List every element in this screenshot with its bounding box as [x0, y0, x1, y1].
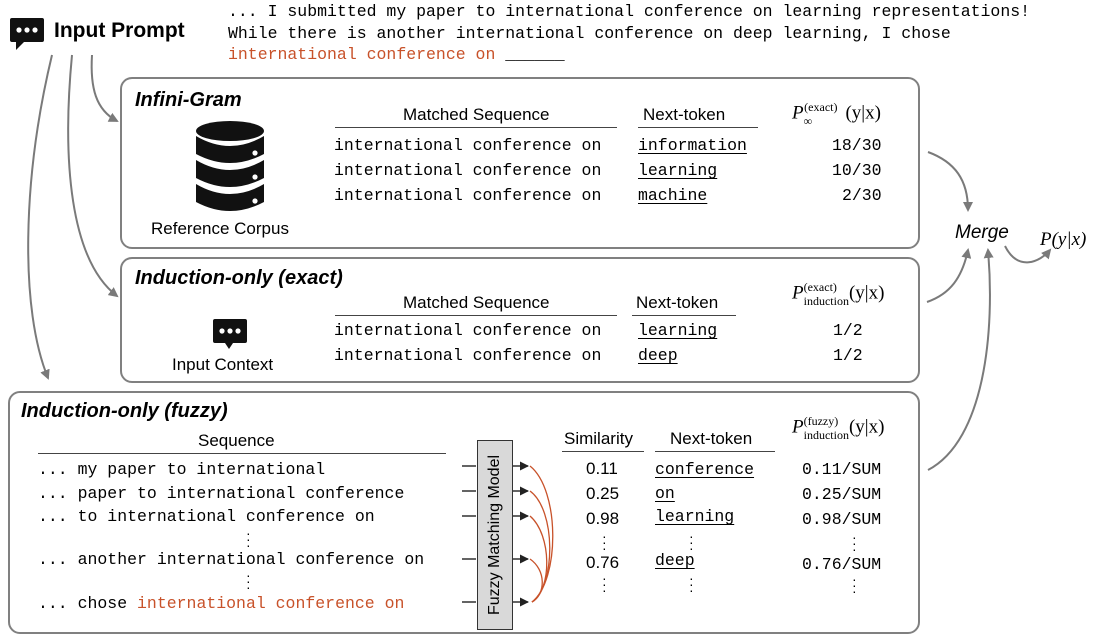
fuzzy-col-next-token: Next-token [670, 429, 753, 448]
induction-fuzzy-panel [8, 391, 920, 634]
arrow-prompt-to-infini [90, 54, 119, 122]
induction-exact-title: Induction-only (exact) [135, 267, 343, 289]
exact-next-rule [632, 315, 736, 316]
arrow-prompt-to-fuzzy [27, 54, 53, 380]
infini-gram-panel [120, 77, 920, 249]
fuzzy-row-3-prob: 0.98/SUM [802, 510, 882, 529]
fuzzy-row-4-seq: ... another international conference on [38, 550, 425, 569]
exact-row-1-prob: 1/2 [833, 321, 863, 340]
infini-row-3-prob: 2/30 [842, 186, 882, 205]
fuzzy-row-2-next: on [655, 484, 675, 503]
infini-row-3-next: machine [638, 186, 708, 205]
similarity-curves [529, 465, 554, 603]
fuzzy-next-ellipsis-2: · · · [689, 570, 694, 598]
prompt-blank: ______ [505, 45, 565, 64]
merge-label: Merge [955, 222, 1009, 243]
arrow-exact-to-merge [926, 248, 972, 303]
fuzzy-row-1-seq: ... my paper to international [38, 460, 326, 479]
fuzzy-matching-model-box: Fuzzy Matching Model [477, 440, 513, 630]
exact-row-2-prob: 1/2 [833, 346, 863, 365]
fuzzy-row-3-seq: ... to international conference on [38, 507, 375, 526]
exact-row-2-seq: international conference on [334, 346, 602, 365]
prompt-line-2: While there is another international con… [228, 24, 951, 43]
infini-seq-rule [335, 127, 617, 128]
fuzzy-row-3-next: learning [655, 507, 735, 526]
fuzzy-row-1-sim: 0.11 [586, 459, 618, 478]
fuzzy-row-2-prob: 0.25/SUM [802, 485, 882, 504]
exact-row-2-next: deep [638, 346, 678, 365]
fuzzy-sim-rule [562, 451, 644, 452]
fuzzy-next-ellipsis-1: · · · [689, 528, 694, 556]
induction-exact-panel [120, 257, 920, 383]
arrow-prompt-to-exact [67, 54, 119, 298]
fuzzy-row-5-highlight: international conference on [137, 594, 405, 613]
infini-col-next-token: Next-token [643, 105, 726, 124]
exact-col-matched-sequence: Matched Sequence [403, 293, 550, 312]
fuzzy-row-3-sim: 0.98 [586, 509, 620, 528]
infini-row-2-next: learning [638, 161, 718, 180]
exact-row-1-next: learning [638, 321, 718, 340]
arrow-infini-to-merge [927, 151, 973, 212]
infini-gram-title: Infini-Gram [135, 89, 242, 111]
infini-row-2-seq: international conference on [334, 161, 602, 180]
fuzzy-prob-ellipsis-2: · · · [852, 571, 857, 599]
fuzzy-row-2-seq: ... paper to international conference [38, 484, 405, 503]
induction-fuzzy-title: Induction-only (fuzzy) [21, 400, 228, 422]
infini-col-matched-sequence: Matched Sequence [403, 105, 550, 124]
infini-row-1-seq: international conference on [334, 136, 602, 155]
fuzzy-seq-rule [38, 453, 446, 454]
arrow-merge-to-output [1004, 245, 1052, 264]
p-induction-exact-header: P (exact) induction (y|x) [792, 280, 885, 308]
infini-row-1-prob: 18/30 [832, 136, 882, 155]
fuzzy-seq-ellipsis-1: · · · [246, 525, 251, 553]
fuzzy-row-2-sim: 0.25 [586, 484, 620, 503]
arrow-fuzzy-to-merge [927, 248, 994, 471]
chat-bubble-icon [213, 319, 247, 349]
fuzzy-col-sequence: Sequence [198, 431, 275, 450]
fuzzy-row-4-sim: 0.76 [586, 553, 620, 572]
fuzzy-sim-ellipsis-1: · · · [602, 528, 607, 556]
final-probability: P(y|x) [1040, 229, 1087, 250]
chat-bubble-icon [10, 18, 44, 50]
infini-row-1-next: information [638, 136, 747, 155]
fuzzy-col-similarity: Similarity [564, 429, 633, 448]
prompt-highlight: international conference on [228, 45, 496, 64]
infini-row-3-seq: international conference on [334, 186, 602, 205]
input-prompt-label: Input Prompt [54, 19, 185, 42]
prompt-line-3: international conference on ______ [228, 45, 565, 64]
exact-seq-rule [335, 315, 617, 316]
p-induction-fuzzy-header: P (fuzzy) induction (y|x) [792, 414, 885, 442]
fuzzy-prob-ellipsis-1: · · · [852, 529, 857, 557]
prompt-line-1: ... I submitted my paper to internationa… [228, 2, 1031, 21]
fuzzy-row-4-next: deep [655, 551, 695, 570]
fuzzy-next-rule [655, 451, 775, 452]
fuzzy-row-4-prob: 0.76/SUM [802, 555, 882, 574]
exact-row-1-seq: international conference on [334, 321, 602, 340]
fuzzy-seq-ellipsis-2: · · · [246, 567, 251, 595]
exact-col-next-token: Next-token [636, 293, 719, 312]
infini-next-rule [638, 127, 758, 128]
fuzzy-row-1-prob: 0.11/SUM [802, 460, 882, 479]
database-icon [196, 121, 264, 211]
fuzzy-sim-ellipsis-2: · · · [602, 570, 607, 598]
fuzzy-row-5-seq: ... chose international conference on [38, 594, 405, 613]
infini-row-2-prob: 10/30 [832, 161, 882, 180]
reference-corpus-label: Reference Corpus [151, 219, 289, 238]
input-context-label: Input Context [172, 355, 274, 374]
p-infty-header: P∞(exact) (y|x) [792, 100, 881, 129]
fuzzy-row-1-next: conference [655, 460, 755, 479]
